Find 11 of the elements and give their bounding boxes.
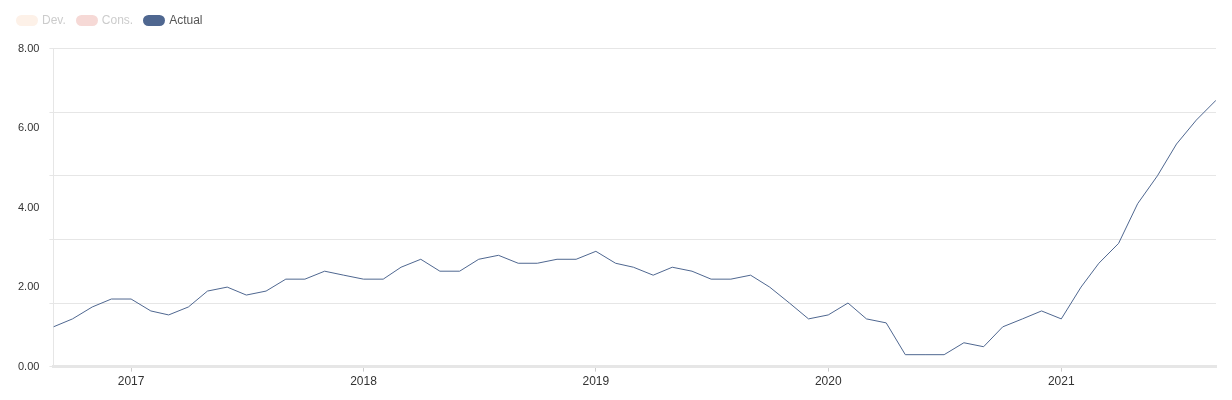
x-tick-label: 2021: [1047, 374, 1075, 389]
y-tick-label: 4.00: [17, 200, 40, 213]
x-tick-label: 2019: [582, 374, 610, 389]
x-tick-label: 2020: [814, 374, 842, 389]
x-tick-label: 2018: [350, 374, 378, 389]
y-tick-label: 0.00: [17, 359, 40, 372]
legend-label: Actual: [169, 13, 203, 27]
y-tick-label: 2.00: [17, 280, 40, 293]
y-tick-label: 6.00: [17, 121, 40, 134]
x-tick-label: 2017: [117, 374, 145, 389]
y-tick-label: 8.00: [17, 41, 40, 54]
